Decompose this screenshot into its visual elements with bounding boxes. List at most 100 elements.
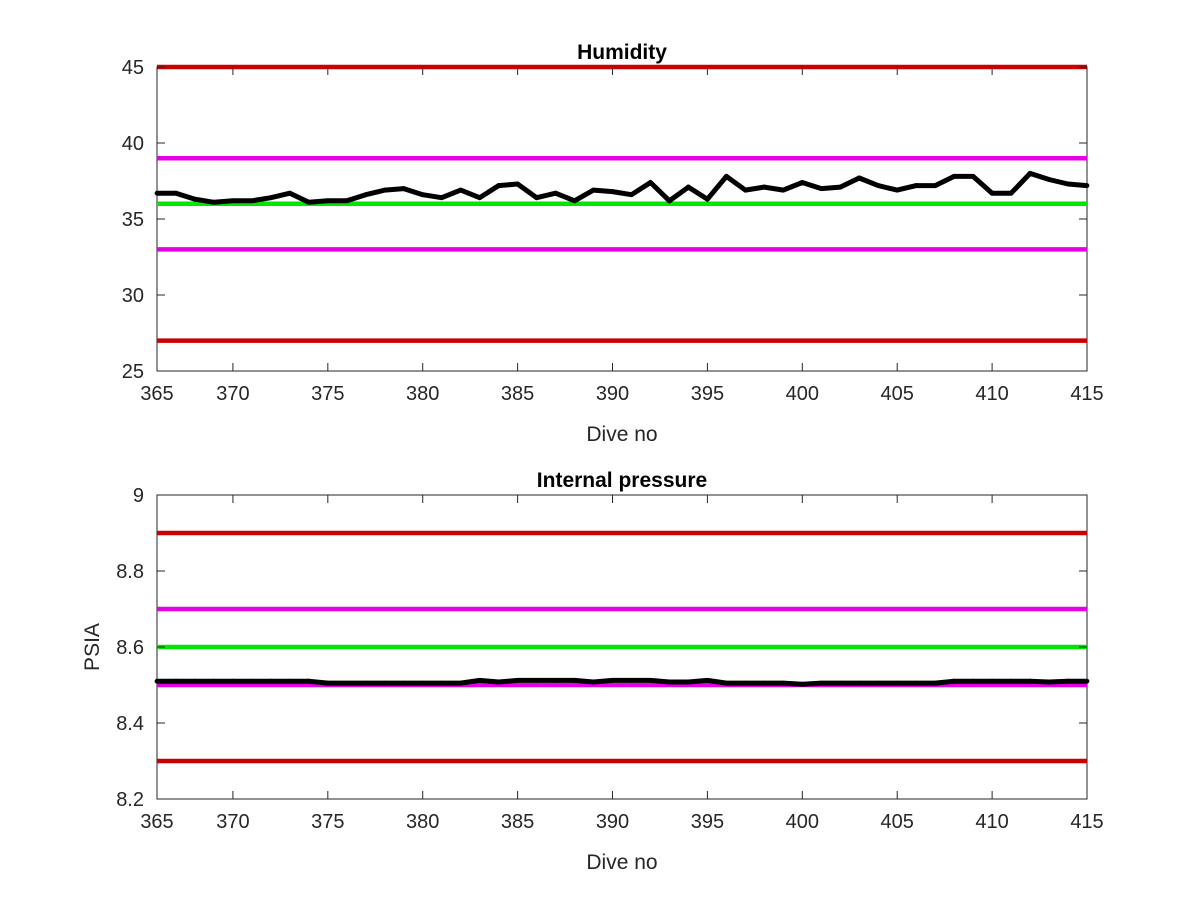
humidity-data-point xyxy=(1008,190,1014,196)
humidity-data-point xyxy=(1027,171,1033,176)
internal-pressure-x-tick-label: 375 xyxy=(311,811,344,833)
humidity-data-point xyxy=(780,187,786,193)
humidity-x-tick-label: 415 xyxy=(1070,383,1103,405)
internal-pressure-y-tick-label: 8.4 xyxy=(116,713,144,735)
humidity-data-point xyxy=(1084,183,1090,188)
humidity-data-point xyxy=(705,196,710,202)
internal-pressure-data-point xyxy=(875,680,881,686)
internal-pressure-data-point xyxy=(192,678,198,684)
internal-pressure-data-point xyxy=(913,680,919,686)
humidity-y-tick-label: 30 xyxy=(122,285,144,307)
internal-pressure-x-tick-label: 395 xyxy=(691,811,724,833)
internal-pressure-data-point xyxy=(363,680,369,686)
internal-pressure-data-point xyxy=(572,678,577,683)
humidity-x-tick-label: 405 xyxy=(881,383,914,405)
humidity-x-tick-label: 365 xyxy=(140,383,173,405)
humidity-data-point xyxy=(742,187,748,193)
humidity-data-point xyxy=(344,198,350,204)
internal-pressure-y-tick-label: 8.6 xyxy=(116,637,144,659)
humidity-data-point xyxy=(211,199,217,205)
humidity-y-tick-label: 35 xyxy=(122,209,144,231)
internal-pressure-data-point xyxy=(553,678,558,683)
internal-pressure-data-point xyxy=(382,680,388,686)
humidity-data-point xyxy=(515,181,521,187)
internal-pressure-data-point xyxy=(667,679,672,685)
internal-pressure-y-axis-label: PSIA xyxy=(81,623,104,671)
humidity-x-tick-label: 395 xyxy=(691,383,724,405)
humidity-y-tick-label: 25 xyxy=(122,361,144,383)
internal-pressure-data-point xyxy=(1084,678,1090,684)
humidity-data-point xyxy=(591,187,596,193)
humidity-x-tick-label: 375 xyxy=(311,383,344,405)
humidity-data-point xyxy=(534,195,539,201)
internal-pressure-data-point xyxy=(799,681,805,687)
internal-pressure-y-tick-label: 9 xyxy=(133,485,144,507)
internal-pressure-data-point xyxy=(439,680,445,686)
humidity-data-point xyxy=(610,189,615,195)
internal-pressure-x-tick-label: 415 xyxy=(1070,811,1103,833)
internal-pressure-y-tick-label: 8.2 xyxy=(116,789,144,811)
humidity-data-point xyxy=(723,174,729,179)
internal-pressure-data-point xyxy=(1008,678,1014,684)
humidity-data-point xyxy=(325,198,331,204)
humidity-data-point xyxy=(363,192,369,198)
humidity-data-point xyxy=(856,175,862,181)
humidity-series-line-0 xyxy=(157,170,1088,205)
humidity-data-point xyxy=(629,192,634,198)
internal-pressure-y-tick-label: 8.8 xyxy=(116,561,144,583)
humidity-data-point xyxy=(287,190,293,196)
humidity-data-point xyxy=(382,187,388,193)
internal-pressure-panel: 365 370 375 380 385 390 395 400 405 410 415 8.2 8.4 8… xyxy=(81,469,1104,874)
internal-pressure-data-point xyxy=(723,680,729,686)
internal-pressure-data-point xyxy=(610,678,615,683)
internal-pressure-data-point xyxy=(780,680,786,686)
humidity-data-point xyxy=(173,190,179,196)
humidity-data-point xyxy=(913,183,919,188)
humidity-y-tick-label: 40 xyxy=(122,133,144,155)
internal-pressure-data-point xyxy=(154,678,160,684)
humidity-x-tick-label: 390 xyxy=(596,383,629,405)
humidity-data-point xyxy=(572,198,577,204)
internal-pressure-data-point xyxy=(344,680,350,686)
internal-pressure-data-point xyxy=(705,678,710,683)
humidity-data-point xyxy=(496,183,502,188)
internal-pressure-data-point xyxy=(591,679,596,685)
internal-pressure-data-point xyxy=(742,680,748,686)
internal-pressure-data-point xyxy=(1046,679,1052,685)
humidity-data-point xyxy=(761,184,767,190)
humidity-data-point xyxy=(192,196,198,202)
humidity-panel: 365 370 375 380 385 390 395 400 405 410 415 25 30 35 4… xyxy=(122,41,1104,446)
internal-pressure-data-point xyxy=(1065,678,1071,684)
humidity-data-point xyxy=(686,184,691,190)
humidity-data-point xyxy=(553,190,558,196)
humidity-data-point xyxy=(477,195,483,201)
internal-pressure-data-point xyxy=(534,678,539,683)
humidity-data-point xyxy=(268,195,274,201)
humidity-data-point xyxy=(932,183,938,188)
humidity-axes-box xyxy=(156,66,1088,372)
internal-pressure-series-line-0 xyxy=(157,677,1087,687)
internal-pressure-data-point xyxy=(856,680,862,686)
internal-pressure-x-axis-label: Dive no xyxy=(586,851,657,874)
humidity-data-point xyxy=(970,174,976,179)
internal-pressure-data-point xyxy=(515,678,521,683)
humidity-data-point xyxy=(951,174,957,179)
internal-pressure-data-point xyxy=(970,678,976,684)
internal-pressure-data-point xyxy=(287,678,293,684)
humidity-data-point xyxy=(989,190,995,196)
internal-pressure-data-point xyxy=(648,678,653,683)
internal-pressure-data-point xyxy=(477,678,483,683)
humidity-x-tick-label: 380 xyxy=(406,383,439,405)
internal-pressure-data-point xyxy=(686,679,691,685)
humidity-data-point xyxy=(1065,181,1071,187)
humidity-data-point xyxy=(648,180,653,185)
humidity-data-point xyxy=(837,184,843,190)
humidity-data-point xyxy=(439,195,445,201)
internal-pressure-data-point xyxy=(837,680,843,686)
internal-pressure-x-tick-label: 380 xyxy=(406,811,439,833)
internal-pressure-data-point xyxy=(1027,678,1033,684)
internal-pressure-x-tick-label: 390 xyxy=(596,811,629,833)
internal-pressure-x-tick-label: 410 xyxy=(975,811,1008,833)
humidity-data-point xyxy=(818,186,824,192)
internal-pressure-data-point xyxy=(629,678,634,683)
